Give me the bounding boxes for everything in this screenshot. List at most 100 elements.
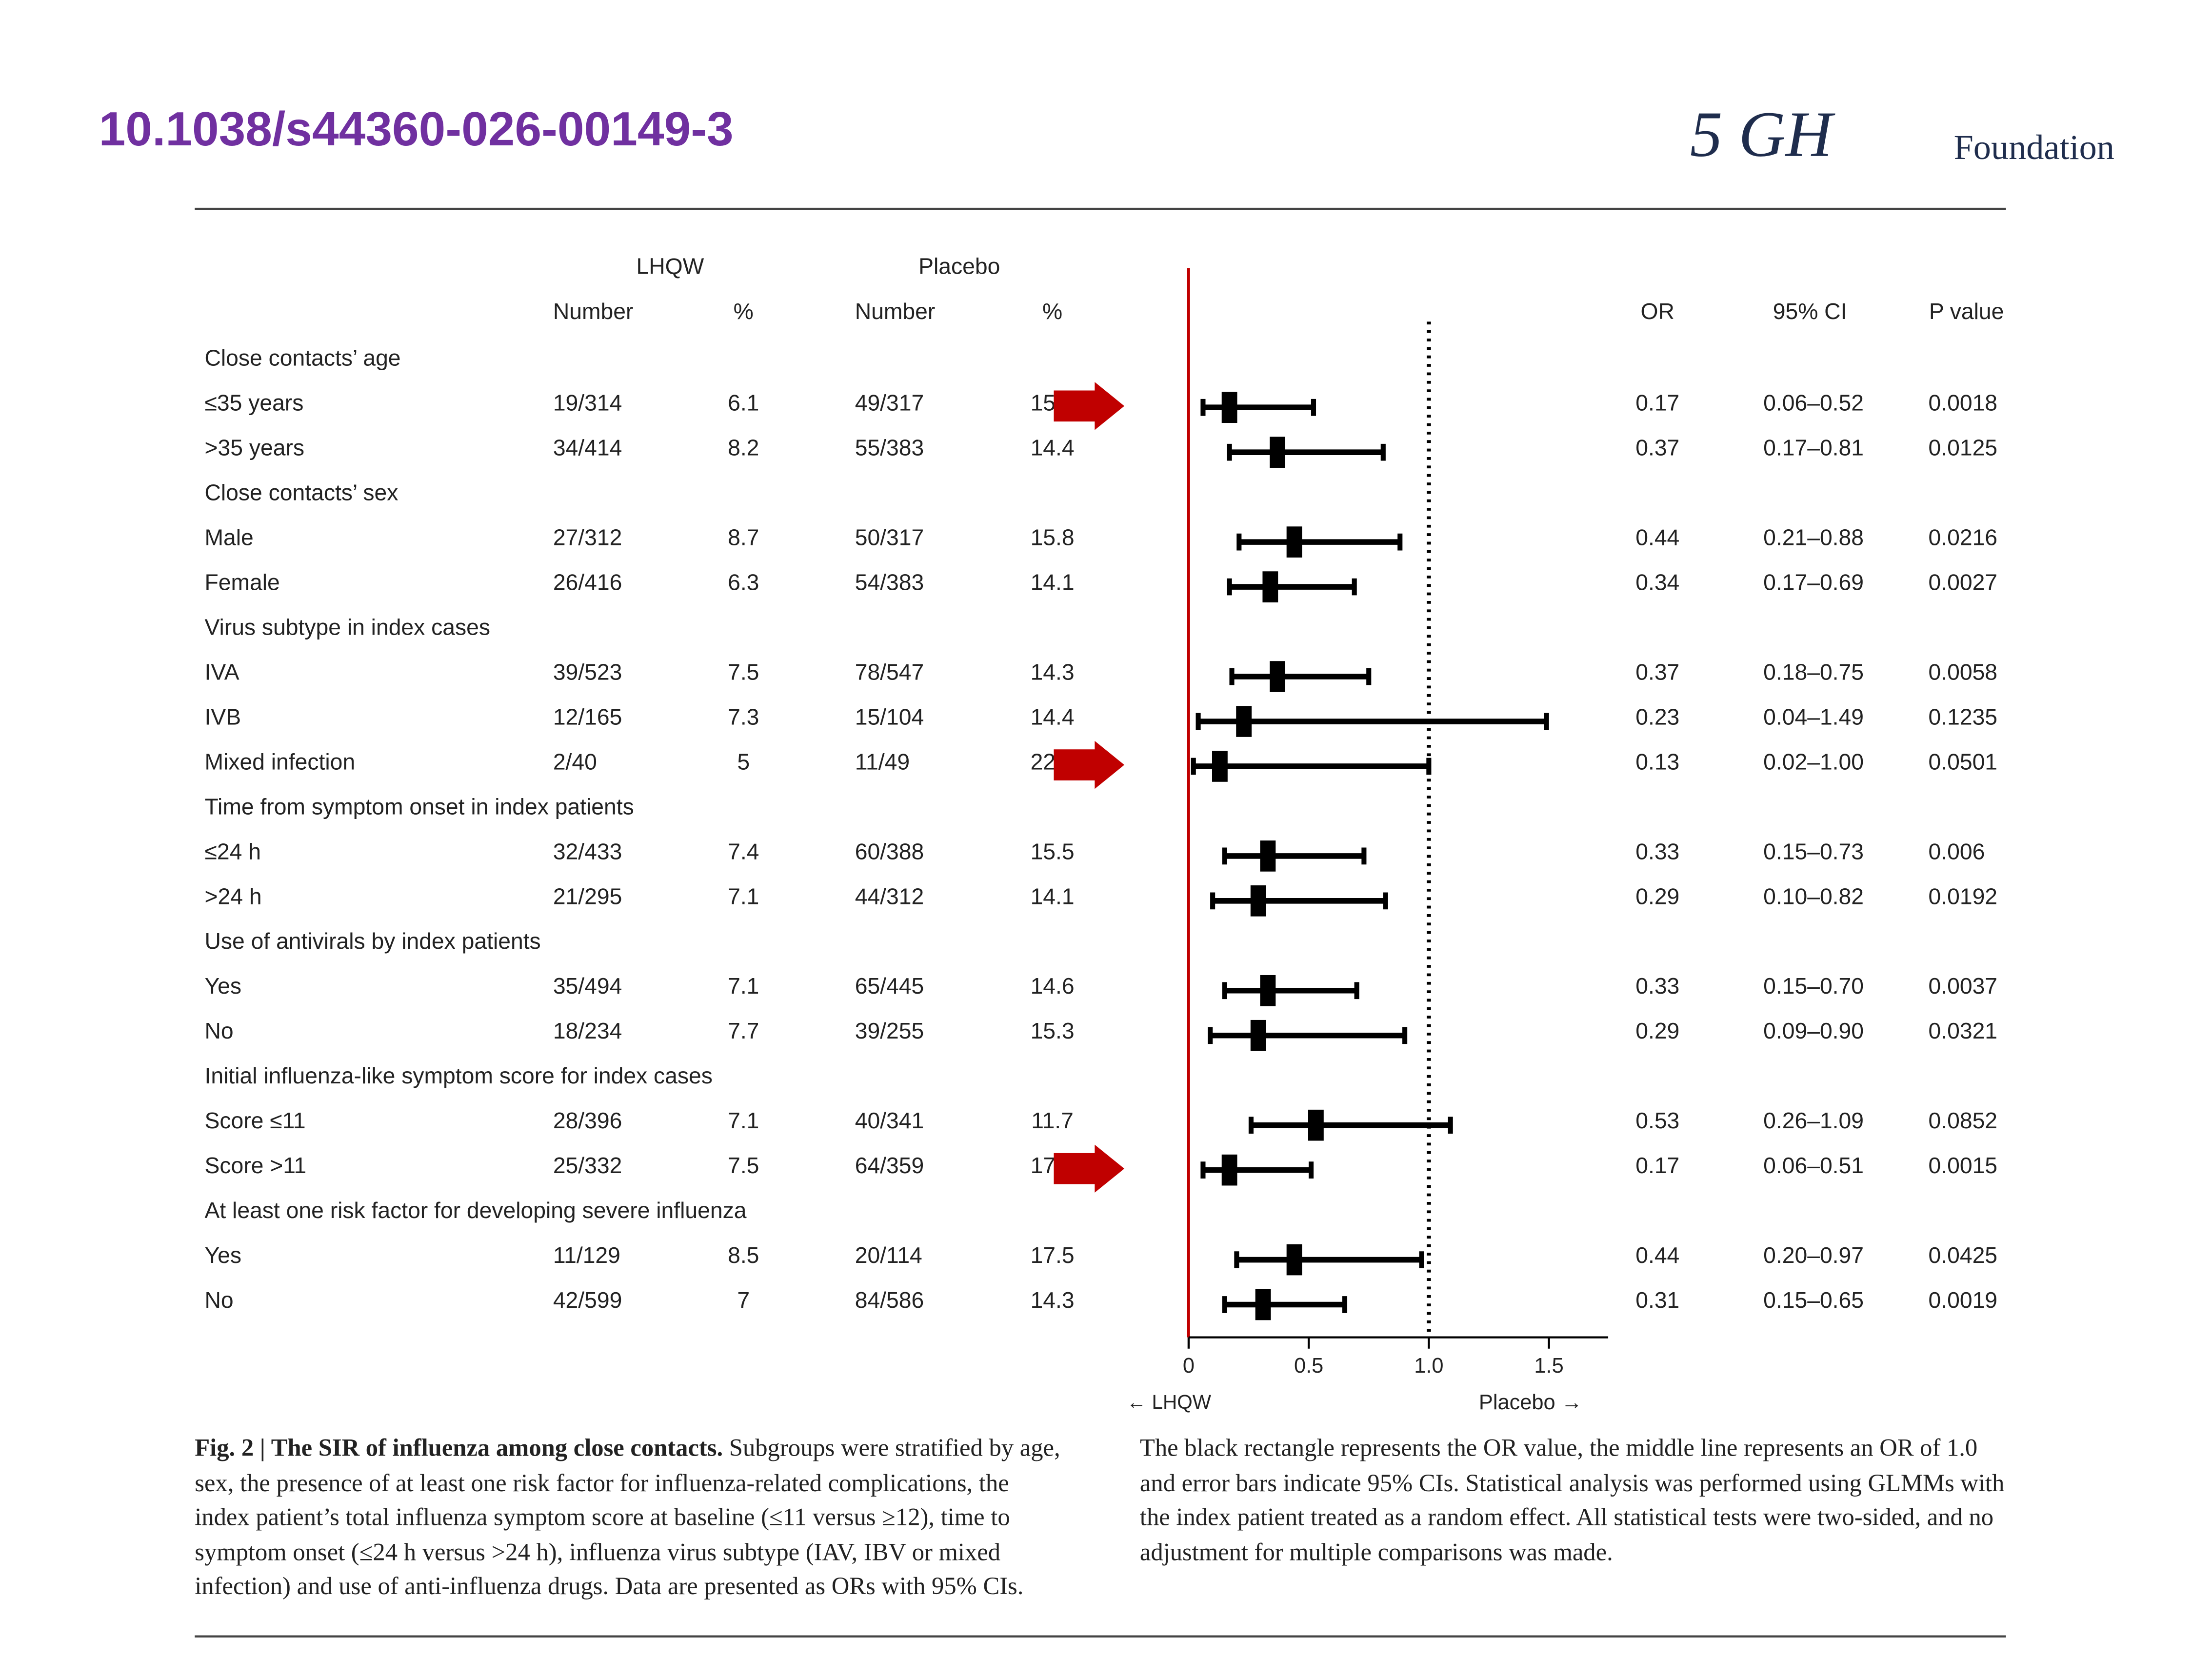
placebo-percent: 14.1	[1031, 883, 1075, 909]
or-box	[1260, 840, 1276, 872]
or-value: 0.33	[1635, 973, 1679, 999]
lhqw-percent: 7.1	[728, 973, 759, 999]
caption-text: Subgroups were stratified by age, sex, t…	[195, 1433, 2005, 1600]
row-label: Female	[205, 570, 280, 595]
lhqw-percent: 7	[737, 1287, 750, 1313]
placebo-percent: 14.1	[1031, 570, 1075, 595]
lhqw-number: 2/40	[553, 749, 597, 774]
section-title: Close contacts’ age	[205, 345, 401, 371]
ci-label: 0.18–0.75	[1763, 659, 1864, 684]
lhqw-percent: 7.5	[728, 659, 759, 684]
lhqw-number: 42/599	[553, 1287, 622, 1313]
or-value: 0.33	[1635, 839, 1679, 864]
placebo-number: 20/114	[855, 1242, 922, 1268]
ci-label: 0.17–0.69	[1763, 570, 1864, 595]
highlight-arrow	[1054, 1144, 1125, 1193]
placebo-number: 65/445	[855, 973, 924, 999]
ci-label: 0.04–1.49	[1763, 704, 1864, 729]
placebo-percent: 14.3	[1031, 659, 1075, 684]
column-header: 95% CI	[1773, 299, 1847, 324]
or-value: 0.17	[1635, 1153, 1679, 1178]
placebo-number: 50/317	[855, 525, 924, 550]
or-box	[1286, 526, 1302, 558]
column-header: %	[1042, 299, 1062, 324]
or-box	[1212, 751, 1228, 782]
logo-text: Foundation	[1954, 128, 2114, 167]
section-title: Virus subtype in index cases	[205, 614, 491, 640]
ci-label: 0.20–0.97	[1763, 1242, 1864, 1268]
placebo-number: 84/586	[855, 1287, 924, 1313]
p-value: 0.0321	[1929, 1018, 1998, 1043]
x-label-right: Placebo →	[1479, 1391, 1582, 1414]
caption: Fig. 2 | The SIR of influenza among clos…	[195, 1430, 2006, 1604]
placebo-number: 55/383	[855, 435, 924, 460]
logo-mark: 5 GH	[1690, 98, 1836, 170]
lhqw-percent: 6.1	[728, 390, 759, 416]
placebo-percent: 15.5	[1031, 839, 1075, 864]
lhqw-number: 21/295	[553, 883, 622, 909]
lhqw-percent: 7.1	[728, 1108, 759, 1133]
x-tick-label: 1.5	[1534, 1354, 1563, 1378]
or-value: 0.29	[1635, 883, 1679, 909]
or-box	[1221, 392, 1237, 423]
placebo-number: 78/547	[855, 659, 924, 684]
or-box	[1250, 1019, 1266, 1051]
p-value: 0.006	[1929, 839, 1985, 864]
x-tick-label: 0	[1183, 1354, 1195, 1378]
lhqw-percent: 7.7	[728, 1018, 759, 1043]
lhqw-percent: 7.3	[728, 704, 759, 729]
or-box	[1221, 1154, 1237, 1186]
p-value: 0.1235	[1929, 704, 1998, 729]
row-label: >24 h	[205, 883, 262, 909]
or-value: 0.17	[1635, 390, 1679, 416]
row-label: Mixed infection	[205, 749, 356, 774]
lhqw-number: 26/416	[553, 570, 622, 595]
lhqw-percent: 8.7	[728, 525, 759, 550]
p-value: 0.0027	[1929, 570, 1998, 595]
lhqw-number: 35/494	[553, 973, 622, 999]
placebo-percent: 11.7	[1031, 1108, 1074, 1133]
lhqw-number: 32/433	[553, 839, 622, 864]
placebo-number: 15/104	[855, 704, 924, 729]
ci-label: 0.15–0.73	[1763, 839, 1864, 864]
ci-label: 0.15–0.65	[1763, 1287, 1864, 1313]
p-value: 0.0501	[1929, 749, 1998, 774]
placebo-percent: 15.3	[1031, 1018, 1075, 1043]
p-value: 0.0037	[1929, 973, 1998, 999]
lhqw-percent: 7.5	[728, 1153, 759, 1178]
p-value: 0.0015	[1929, 1153, 1998, 1178]
placebo-percent: 14.4	[1031, 704, 1075, 729]
section-title: Initial influenza-like symptom score for…	[205, 1063, 713, 1088]
section-title: At least one risk factor for developing …	[205, 1198, 747, 1223]
lhqw-number: 27/312	[553, 525, 622, 550]
or-value: 0.37	[1635, 659, 1679, 684]
p-value: 0.0425	[1929, 1242, 1998, 1268]
caption-box: Fig. 2 | The SIR of influenza among clos…	[195, 1430, 2006, 1604]
doi: 10.1038/s44360-026-00149-3	[99, 102, 734, 156]
or-box	[1308, 1109, 1324, 1141]
placebo-number: 11/49	[855, 749, 910, 774]
row-label: Score ≤11	[205, 1108, 306, 1133]
lhqw-percent: 8.5	[728, 1242, 759, 1268]
or-value: 0.37	[1635, 435, 1679, 460]
row-label: Score >11	[205, 1153, 307, 1178]
p-value: 0.0058	[1929, 659, 1998, 684]
p-value: 0.0192	[1929, 883, 1998, 909]
row-label: Male	[205, 525, 254, 550]
caption-label: Fig. 2 | The SIR of influenza among clos…	[195, 1433, 723, 1462]
or-value: 0.34	[1635, 570, 1679, 595]
lhqw-percent: 8.2	[728, 435, 759, 460]
x-label-left: ← LHQW	[1127, 1391, 1212, 1413]
or-box	[1250, 885, 1266, 917]
row-label: IVA	[205, 659, 239, 684]
or-box	[1262, 571, 1278, 602]
lhqw-percent: 5	[737, 749, 750, 774]
or-value: 0.13	[1635, 749, 1679, 774]
lhqw-percent: 7.4	[728, 839, 759, 864]
row-label: ≤24 h	[205, 839, 261, 864]
placebo-number: 64/359	[855, 1153, 924, 1178]
placebo-percent: 14.6	[1031, 973, 1075, 999]
ci-label: 0.26–1.09	[1763, 1108, 1864, 1133]
lhqw-percent: 6.3	[728, 570, 759, 595]
